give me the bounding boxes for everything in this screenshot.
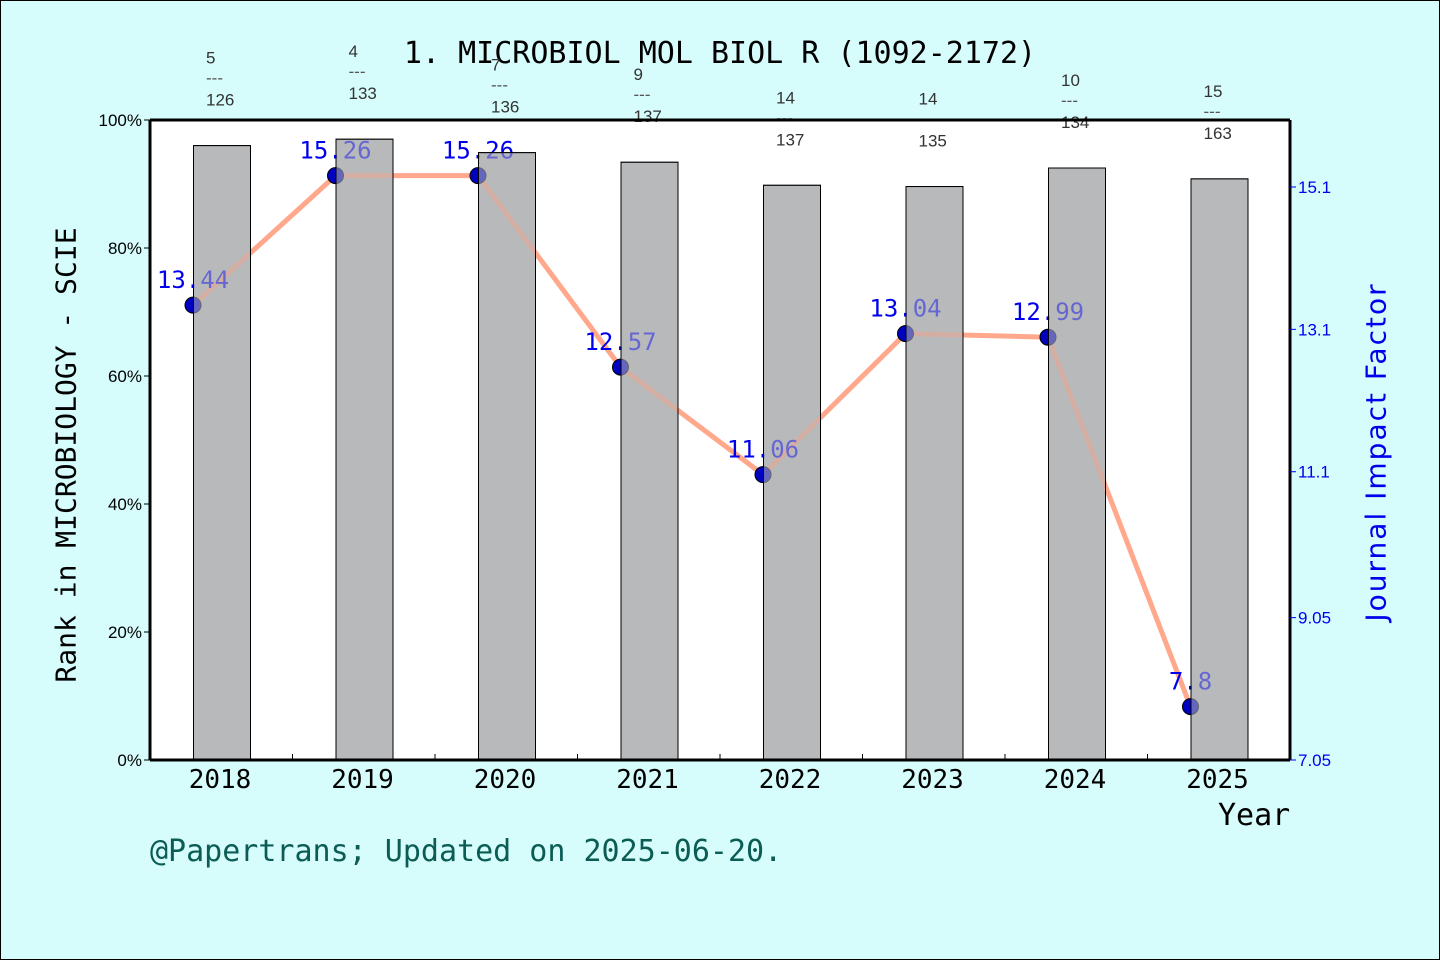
x-tick-label: 2019 bbox=[331, 765, 394, 795]
right-tick-label: 11.1 bbox=[1298, 463, 1330, 482]
x-tick-label: 2018 bbox=[189, 765, 252, 795]
rank-separator: --- bbox=[634, 85, 651, 104]
x-tick-label: 2021 bbox=[616, 765, 679, 795]
left-tick-label: 60% bbox=[108, 367, 142, 386]
right-tick-label: 9.05 bbox=[1298, 609, 1331, 628]
rank-bar-overlay bbox=[620, 161, 679, 761]
rank-bar-overlay bbox=[1190, 178, 1249, 761]
total-label: 134 bbox=[1061, 113, 1089, 132]
rank-separator: --- bbox=[349, 62, 366, 81]
right-tick-label: 7.05 bbox=[1298, 751, 1331, 770]
left-tick-label: 80% bbox=[108, 239, 142, 258]
total-label: 136 bbox=[491, 98, 519, 117]
x-tick-label: 2023 bbox=[901, 765, 964, 795]
total-label: 163 bbox=[1204, 124, 1232, 143]
rank-separator: --- bbox=[776, 108, 793, 127]
footer-credit: @Papertrans; Updated on 2025-06-20. bbox=[150, 834, 783, 869]
x-tick-label: 2020 bbox=[474, 765, 537, 795]
rank-separator: --- bbox=[1204, 102, 1221, 121]
rank-label: 14 bbox=[919, 90, 938, 109]
rank-bar-overlay bbox=[905, 186, 964, 761]
total-label: 137 bbox=[634, 107, 662, 126]
rank-label: 7 bbox=[491, 56, 500, 75]
rank-label: 15 bbox=[1204, 82, 1223, 101]
x-tick-label: 2022 bbox=[759, 765, 822, 795]
total-label: 126 bbox=[206, 91, 234, 110]
total-label: 133 bbox=[349, 84, 377, 103]
rank-bar-overlay bbox=[1048, 167, 1106, 761]
x-tick-label: 2024 bbox=[1044, 765, 1107, 795]
rank-bar-overlay bbox=[193, 145, 251, 761]
rank-bar-overlay bbox=[478, 152, 536, 761]
right-tick-label: 13.1 bbox=[1298, 320, 1331, 339]
rank-separator: --- bbox=[206, 69, 223, 88]
x-axis-label: Year bbox=[1218, 798, 1291, 833]
rank-bar-overlay bbox=[335, 138, 394, 761]
rank-bar-overlay bbox=[763, 184, 821, 761]
left-tick-label: 40% bbox=[108, 495, 142, 514]
total-label: 135 bbox=[919, 132, 947, 151]
rank-label: 4 bbox=[349, 42, 358, 61]
rank-separator: --- bbox=[491, 76, 508, 95]
left-tick-label: 0% bbox=[117, 751, 142, 770]
rank-label: 9 bbox=[634, 65, 643, 84]
rank-label: 5 bbox=[206, 49, 215, 68]
rank-label: 14 bbox=[776, 88, 795, 107]
x-tick-label: 2025 bbox=[1186, 765, 1249, 795]
right-tick-label: 15.1 bbox=[1298, 178, 1331, 197]
left-tick-label: 100% bbox=[99, 111, 142, 130]
rank-separator: --- bbox=[1061, 91, 1078, 110]
left-tick-label: 20% bbox=[108, 623, 142, 642]
rank-label: 10 bbox=[1061, 71, 1080, 90]
total-label: 137 bbox=[776, 130, 804, 149]
chart-title: 1. MICROBIOL MOL BIOL R (1092-2172) bbox=[403, 36, 1037, 71]
